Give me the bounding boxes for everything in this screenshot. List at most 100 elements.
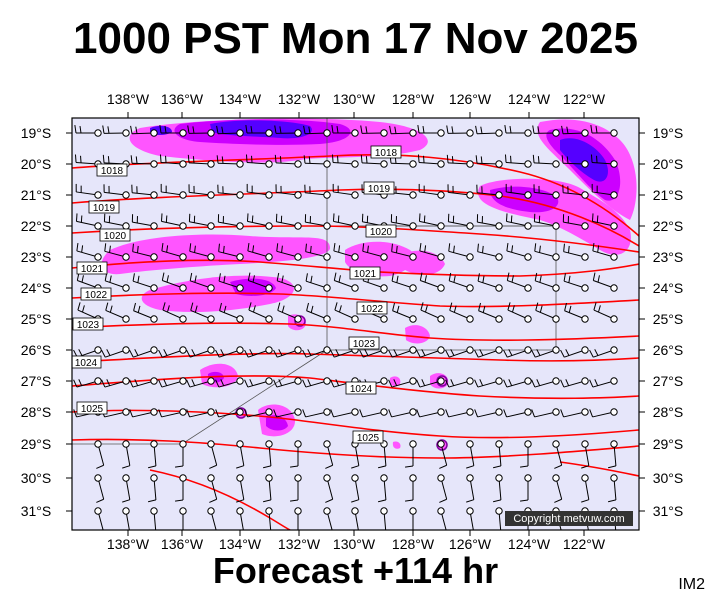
wind-barb [581,474,590,503]
isobar-value: 1018 [101,166,124,177]
wind-barb [132,243,158,261]
wind-barb [236,507,244,530]
wind-barb [391,243,417,261]
wind-barb [478,302,503,323]
wind-barb [189,272,215,292]
wind-barb [416,408,445,418]
wind-barb [175,440,187,468]
lon-label: 126°W [449,91,492,107]
wind-barb [219,302,244,323]
wind-barb [474,408,503,418]
wind-barb [133,302,158,323]
lat-label: 22°S [21,218,52,234]
isobar-value: 1023 [353,339,376,350]
wind-barb [94,440,105,469]
rain-patch [405,325,430,344]
wind-barb [273,377,302,388]
wind-barb [129,346,158,358]
lon-label: 138°W [107,91,150,107]
wind-barb [161,272,187,292]
isobar-value: 1024 [75,358,98,369]
wind-barb [351,507,359,530]
wind-barb [505,213,532,230]
wind-barb [131,184,158,199]
wind-barb [305,273,331,292]
isobar-value: 1022 [85,290,108,301]
lat-label: 21°S [21,187,52,203]
wind-barb [331,154,359,168]
lat-label: 23°S [21,249,52,265]
lat-label: 20°S [653,156,684,172]
wind-barb [448,272,474,292]
wind-barb [388,408,417,418]
wind-barb [447,184,474,199]
wind-barb [520,474,532,502]
wind-barb [378,474,388,503]
wind-barb [186,346,215,358]
lat-label: 29°S [653,436,684,452]
wind-barb [302,408,331,418]
wind-barb [207,474,218,503]
wind-barb [493,440,503,469]
wind-barb [159,125,187,137]
wind-barb [247,272,273,292]
wind-barb [244,346,273,358]
wind-barb [563,273,589,292]
wind-barb [273,346,302,358]
wind-barb [189,243,215,261]
copyright-box: Copyright metvuw.com [505,511,633,526]
wind-barb [290,474,302,502]
wind-barb [216,155,244,168]
wind-barb [323,474,334,503]
wind-barb [532,125,560,137]
wind-barb [380,507,388,530]
wind-barb [187,125,215,137]
lon-label: 122°W [563,91,606,107]
wind-barb [246,183,273,199]
wind-barb [246,213,273,230]
wind-barb [276,243,302,261]
wind-barb [533,184,560,199]
lat-label: 26°S [653,342,684,358]
lat-label: 29°S [21,436,52,452]
wind-barb [475,155,503,168]
wind-barb [302,346,331,358]
wind-barb [162,302,187,323]
wind-barb [418,213,445,230]
isobar [72,322,639,341]
wind-barb [304,184,331,199]
wind-barb [302,377,331,388]
wind-barb [448,243,474,261]
wind-barb [520,440,532,468]
wind-barb [560,377,589,388]
wind-barb [215,346,244,358]
wind-barb [503,377,532,388]
wind-barb [445,346,474,358]
isobar [72,188,639,247]
wind-barb [389,125,417,137]
wind-barb [331,125,359,137]
lon-label: 124°W [508,536,551,552]
rain-patch [210,120,312,139]
lon-label: 138°W [107,536,150,552]
lon-label: 136°W [161,91,204,107]
wind-barb [304,214,331,230]
wind-barb [334,302,359,323]
wind-barb [552,440,563,469]
isobar-value: 1020 [104,231,127,242]
wind-barb [122,474,131,503]
lat-label: 24°S [21,280,52,296]
wind-barb [323,507,333,530]
wind-barb [359,408,388,418]
wind-barb [130,125,158,137]
lat-label: 28°S [653,404,684,420]
wind-barb [129,377,158,388]
wind-barb [101,346,130,358]
wind-barb [581,440,590,469]
wind-barb [207,507,217,530]
wind-barb [437,507,447,530]
isobar-label: 1018 [96,163,128,177]
wind-barb [161,242,187,261]
wind-barb [445,408,474,418]
